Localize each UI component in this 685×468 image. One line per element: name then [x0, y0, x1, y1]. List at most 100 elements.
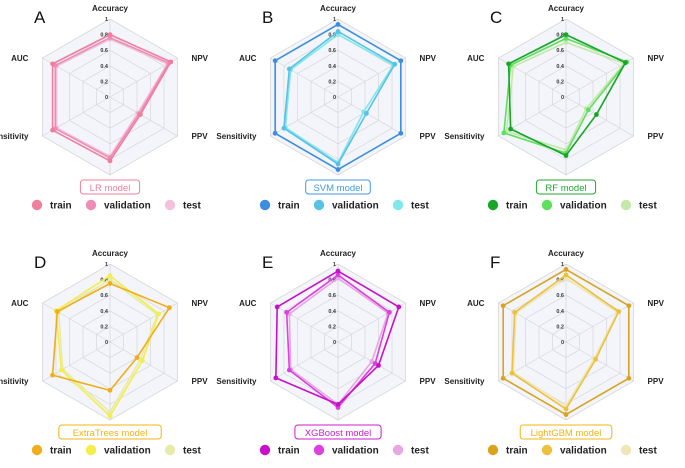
tick-label: 0.4	[100, 64, 109, 70]
legend-label: train	[50, 201, 72, 212]
series-point-validation	[563, 272, 569, 278]
tick-label: 0.2	[328, 79, 336, 85]
legend-marker-train	[31, 199, 43, 211]
series-point-validation	[284, 309, 290, 315]
grid-spoke	[270, 341, 339, 382]
axis-label: Sensitivity	[216, 377, 257, 386]
grid-spoke	[337, 96, 406, 137]
series-point-validation	[335, 161, 341, 167]
axis-label: Sensitivity	[444, 132, 485, 141]
series-point-train	[335, 268, 341, 274]
axis-label: NPV	[420, 54, 437, 63]
tick-label: 0.6	[556, 293, 564, 299]
series-point-validation	[563, 406, 569, 412]
axis-label: Sensitivity	[0, 132, 29, 141]
model-title-box	[519, 424, 613, 440]
grid-spoke	[270, 57, 339, 98]
model-title-box	[535, 179, 597, 195]
tick-label: 0.4	[328, 64, 337, 70]
series-point-test	[563, 40, 569, 45]
series-point-train	[563, 153, 569, 158]
tick-label: 0	[333, 95, 336, 101]
series-point-train	[500, 303, 506, 309]
series-point-train	[134, 355, 140, 360]
series-point-validation	[585, 107, 591, 113]
series-point-train	[335, 167, 341, 172]
tick-label: 0	[333, 340, 336, 346]
series-point-validation	[107, 273, 113, 279]
series-point-train	[107, 158, 113, 164]
series-point-validation	[392, 61, 398, 67]
tick-label: 1	[333, 262, 336, 268]
tick-label: 1	[561, 17, 564, 23]
tick-label: 1	[561, 262, 564, 268]
model-title-box	[58, 424, 162, 440]
legend-marker-validation	[541, 444, 553, 456]
series-point-train	[376, 363, 381, 368]
grid-spoke	[270, 96, 339, 137]
series-point-test	[107, 277, 113, 282]
series-point-validation	[140, 358, 145, 364]
tick-label: 0.6	[100, 48, 108, 54]
model-title-box	[79, 179, 141, 195]
axis-label: PPV	[648, 377, 665, 386]
tick-label: 0.4	[556, 309, 565, 315]
series-point-train	[107, 281, 113, 286]
grid-spoke	[42, 302, 111, 343]
legend-marker-validation	[313, 444, 325, 456]
series-point-train	[272, 58, 278, 64]
axis-label: Sensitivity	[0, 377, 29, 386]
axis-label: NPV	[648, 54, 665, 63]
series-point-train	[396, 304, 402, 310]
legend-label: test	[183, 201, 201, 212]
axis-label: NPV	[648, 299, 665, 308]
series-point-train	[274, 304, 280, 310]
legend-marker-test	[164, 444, 176, 456]
panel-label: D	[34, 253, 46, 272]
axis-label: NPV	[192, 299, 209, 308]
series-point-train	[107, 387, 113, 393]
series-point-validation	[335, 272, 341, 278]
tick-label: 0.6	[100, 293, 108, 299]
model-title: ExtraTrees model	[73, 428, 148, 439]
legend-marker-train	[487, 444, 499, 456]
tick-label: 1	[105, 17, 108, 23]
grid-spoke	[565, 96, 634, 137]
legend-marker-validation	[85, 444, 97, 456]
series-point-train	[563, 267, 569, 272]
series-point-validation	[593, 356, 599, 362]
series-point-train	[563, 32, 569, 37]
legend-label: test	[411, 201, 429, 212]
axis-label: AUC	[11, 54, 29, 63]
legend-label: validation	[332, 201, 379, 212]
series-point-train	[398, 58, 404, 64]
series-point-validation	[335, 29, 341, 34]
tick-label: 0.6	[556, 48, 564, 54]
series-point-validation	[563, 36, 569, 41]
axis-label: NPV	[420, 299, 437, 308]
series-point-train	[335, 22, 341, 27]
series-point-train	[626, 303, 632, 309]
legend-marker-test	[392, 199, 404, 211]
legend-marker-train	[259, 444, 271, 456]
radar-panel-a: A00.20.40.60.81AccuracyNPVPPVSpecificity…	[0, 4, 209, 212]
legend-marker-train	[487, 199, 499, 211]
grid-spoke	[109, 96, 178, 137]
grid-spoke	[498, 302, 567, 343]
series-point-train	[593, 112, 599, 117]
model-title-box	[305, 179, 371, 195]
panel-label: A	[34, 8, 46, 27]
series-point-train	[107, 32, 113, 37]
tick-label: 0.2	[556, 79, 564, 85]
series-point-train	[508, 126, 514, 132]
axis-label: NPV	[192, 54, 209, 63]
axis-label: AUC	[239, 299, 257, 308]
tick-label: 0.4	[556, 64, 565, 70]
axis-label: PPV	[192, 132, 209, 141]
legend-label: test	[411, 446, 429, 457]
legend-marker-test	[620, 444, 632, 456]
tick-label: 0.8	[328, 278, 336, 284]
legend-marker-train	[31, 444, 43, 456]
